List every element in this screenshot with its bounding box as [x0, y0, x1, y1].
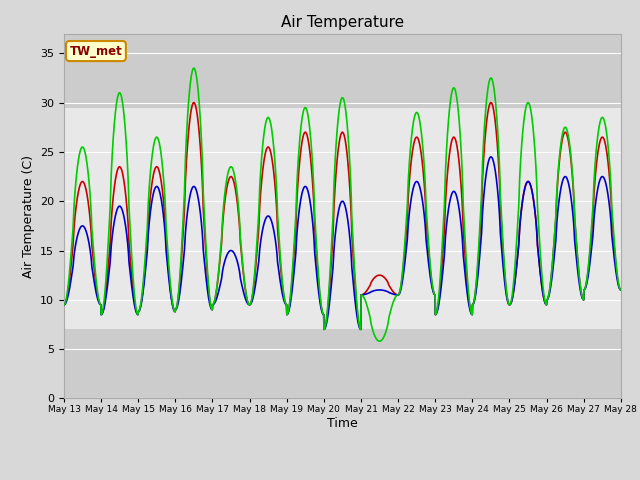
Line: PanelT: PanelT: [64, 103, 621, 329]
AirT: [617, 287, 625, 293]
PanelT: [359, 292, 367, 298]
X-axis label: Time: Time: [327, 417, 358, 430]
AirT: [505, 301, 513, 307]
Line: AM25T_PRT: AM25T_PRT: [64, 68, 621, 341]
AM25T_PRT: [568, 166, 576, 171]
Title: Air Temperature: Air Temperature: [281, 15, 404, 30]
PanelT: [584, 273, 591, 279]
PanelT: [216, 264, 223, 270]
AirT: [216, 286, 223, 292]
AM25T_PRT: [359, 293, 367, 299]
Y-axis label: Air Temperature (C): Air Temperature (C): [22, 155, 35, 277]
Line: AirT: AirT: [64, 157, 621, 329]
AirT: [487, 154, 495, 160]
Bar: [64, 108, 621, 329]
PanelT: [371, 275, 379, 280]
PanelT: [487, 100, 495, 106]
AirT: [568, 203, 576, 209]
AM25T_PRT: [584, 271, 591, 277]
PanelT: [505, 301, 513, 307]
AirT: [320, 326, 328, 332]
AirT: [371, 288, 379, 293]
PanelT: [320, 326, 328, 332]
AirT: [359, 292, 367, 298]
AM25T_PRT: [216, 259, 223, 264]
AM25T_PRT: [617, 287, 625, 293]
AirT: [60, 302, 68, 308]
AM25T_PRT: [371, 333, 379, 339]
PanelT: [617, 287, 625, 293]
AM25T_PRT: [505, 301, 513, 307]
PanelT: [568, 169, 576, 175]
Text: TW_met: TW_met: [70, 45, 122, 58]
AirT: [584, 276, 591, 282]
AM25T_PRT: [376, 338, 383, 344]
AM25T_PRT: [60, 302, 68, 308]
PanelT: [60, 302, 68, 308]
AM25T_PRT: [190, 65, 198, 71]
